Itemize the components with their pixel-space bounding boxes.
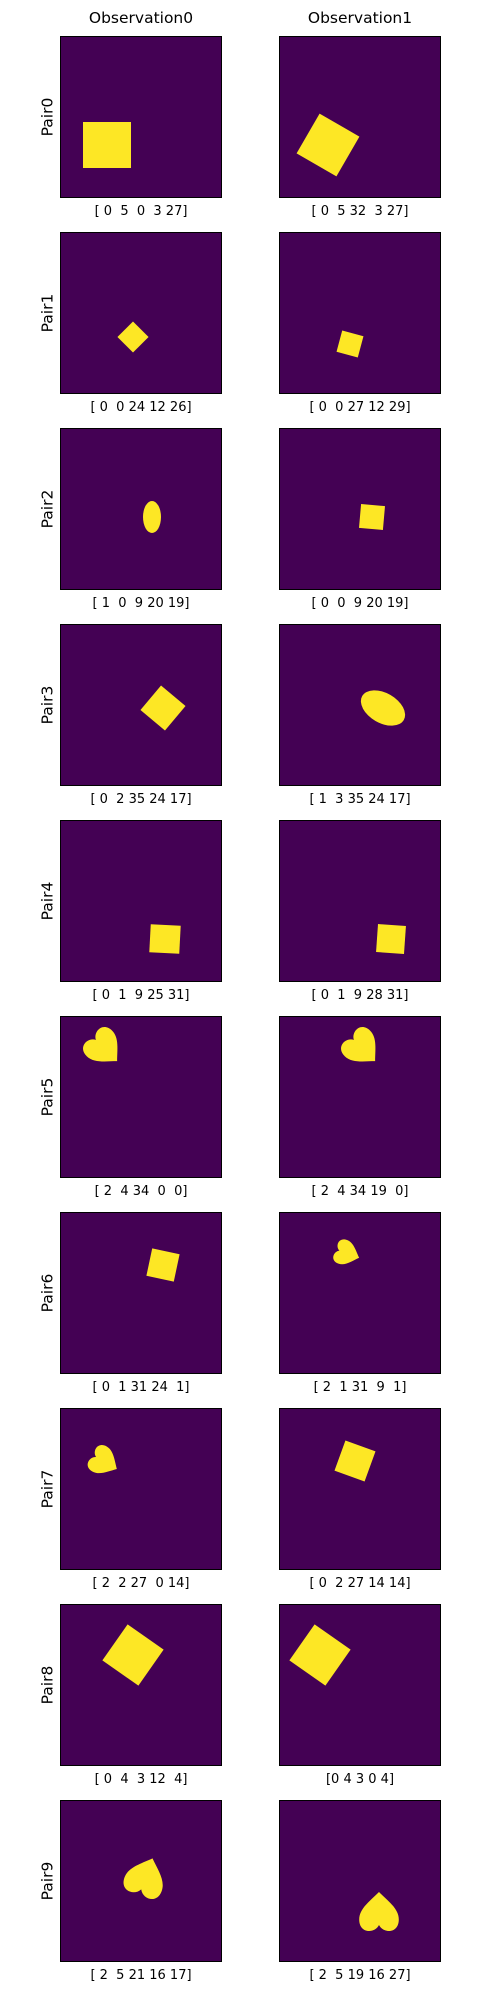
latent-caption: [ 0 0 24 12 26]	[60, 400, 222, 415]
shape-heart	[85, 1442, 124, 1481]
observation-image	[60, 820, 222, 982]
observation-image	[279, 820, 441, 982]
latent-caption: [ 2 5 19 16 27]	[279, 1968, 441, 1983]
shape-square	[149, 924, 180, 954]
pair-row: Pair9 [ 2 5 21 16 17] [ 2 5 19 16 27]	[0, 1800, 500, 1996]
pair-row: Pair5 [ 2 4 34 0 0] [ 2 4 34 19 0]	[0, 1016, 500, 1212]
observation-image	[60, 232, 222, 394]
observation-image	[279, 624, 441, 786]
latent-caption: [ 0 5 0 3 27]	[60, 204, 222, 219]
shape-square	[117, 321, 148, 352]
observation-image	[279, 36, 441, 198]
shape-square	[337, 331, 364, 358]
row-label: Pair4	[38, 882, 56, 921]
latent-caption: [ 2 4 34 0 0]	[60, 1184, 222, 1199]
shape-heart	[79, 1023, 130, 1074]
row-label: Pair0	[38, 98, 56, 137]
shape-ellipse	[355, 683, 412, 733]
row-label: Pair8	[38, 1666, 56, 1705]
observation-image	[60, 36, 222, 198]
latent-caption: [ 1 0 9 20 19]	[60, 596, 222, 611]
latent-caption: [ 0 5 32 3 27]	[279, 204, 441, 219]
pair-row: Pair3 [ 0 2 35 24 17] [ 1 3 35 24 17]	[0, 624, 500, 820]
shape-ellipse	[143, 501, 161, 533]
pair-row: Pair4 [ 0 1 9 25 31] [ 0 1 9 28 31]	[0, 820, 500, 1016]
latent-caption: [ 0 0 27 12 29]	[279, 400, 441, 415]
latent-caption: [ 0 0 9 20 19]	[279, 596, 441, 611]
shape-square	[289, 1624, 350, 1685]
shape-square	[83, 122, 131, 168]
latent-caption: [ 1 3 35 24 17]	[279, 792, 441, 807]
observation-image	[279, 1604, 441, 1766]
row-label: Pair3	[38, 686, 56, 725]
shape-square	[146, 1248, 179, 1281]
latent-caption: [ 0 1 9 25 31]	[60, 988, 222, 1003]
shape-square	[359, 504, 385, 530]
row-label: Pair6	[38, 1274, 56, 1313]
pair-row: Pair2 [ 1 0 9 20 19] [ 0 0 9 20 19]	[0, 428, 500, 624]
row-label: Pair2	[38, 490, 56, 529]
latent-caption: [ 0 1 9 28 31]	[279, 988, 441, 1003]
observation-image	[279, 1408, 441, 1570]
latent-caption: [ 0 2 35 24 17]	[60, 792, 222, 807]
column-title-observation0: Observation0	[60, 9, 222, 27]
latent-caption: [0 4 3 0 4]	[279, 1772, 441, 1787]
observation-image	[60, 1016, 222, 1178]
row-label: Pair1	[38, 294, 56, 333]
latent-caption: [ 2 4 34 19 0]	[279, 1184, 441, 1199]
shape-heart	[337, 1023, 388, 1074]
observation-image	[279, 1212, 441, 1374]
latent-caption: [ 2 1 31 9 1]	[279, 1380, 441, 1395]
pair-row: Pair6 [ 0 1 31 24 1] [ 2 1 31 9 1]	[0, 1212, 500, 1408]
observation-image	[279, 1800, 441, 1962]
shape-heart	[332, 1237, 364, 1269]
shape-heart	[121, 1852, 172, 1902]
shape-square	[334, 1440, 375, 1481]
observation-image	[279, 232, 441, 394]
observation-image	[60, 1408, 222, 1570]
observation-image	[60, 428, 222, 590]
observation-image	[60, 624, 222, 786]
observation-image	[60, 1604, 222, 1766]
shape-square	[140, 685, 185, 730]
latent-caption: [ 2 2 27 0 14]	[60, 1576, 222, 1591]
row-label: Pair7	[38, 1470, 56, 1509]
row-label: Pair9	[38, 1862, 56, 1901]
pair-row: Pair8 [ 0 4 3 12 4] [0 4 3 0 4]	[0, 1604, 500, 1800]
latent-caption: [ 2 5 21 16 17]	[60, 1968, 222, 1983]
observation-image	[279, 428, 441, 590]
shape-square	[376, 924, 406, 954]
latent-caption: [ 0 2 27 14 14]	[279, 1576, 441, 1591]
shape-heart	[359, 1892, 399, 1931]
pair-row: Pair7 [ 2 2 27 0 14] [ 0 2 27 14 14]	[0, 1408, 500, 1604]
latent-caption: [ 0 4 3 12 4]	[60, 1772, 222, 1787]
latent-caption: [ 0 1 31 24 1]	[60, 1380, 222, 1395]
pair-row: Pair0 [ 0 5 0 3 27] [ 0 5 32 3 27]	[0, 36, 500, 232]
column-title-observation1: Observation1	[279, 9, 441, 27]
pair-row: Pair1 [ 0 0 24 12 26] [ 0 0 27 12 29]	[0, 232, 500, 428]
shape-square	[102, 1624, 163, 1685]
observation-image	[60, 1212, 222, 1374]
shape-square	[297, 114, 360, 177]
observation-image	[60, 1800, 222, 1962]
observation-image	[279, 1016, 441, 1178]
row-label: Pair5	[38, 1078, 56, 1117]
